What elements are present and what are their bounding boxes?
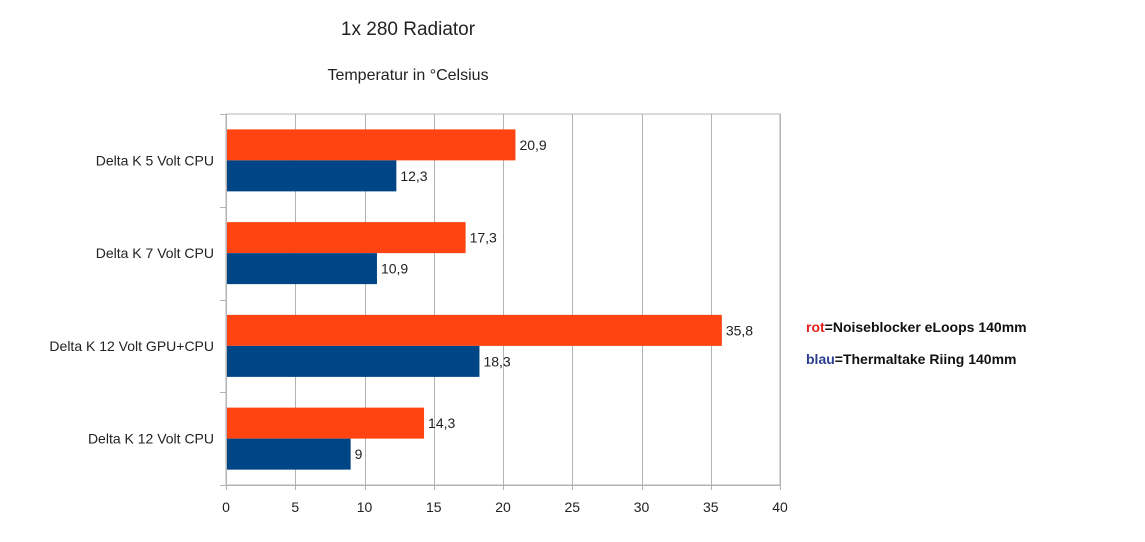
- bar: [226, 314, 722, 346]
- x-tick-label: 35: [703, 499, 719, 515]
- chart-title: 1x 280 Radiator: [341, 19, 476, 40]
- bars: 20,9 12,3 17,3 10,9 35,8 18,3 14,3 9: [226, 129, 753, 470]
- bar: [226, 253, 377, 285]
- bar: [226, 438, 351, 470]
- x-tick-label: 20: [495, 499, 511, 515]
- x-tick-label: 0: [222, 499, 230, 515]
- category-label: Delta K 12 Volt GPU+CPU: [49, 338, 214, 354]
- category-label: Delta K 7 Volt CPU: [96, 245, 214, 261]
- chart-subtitle: Temperatur in °Celsius: [327, 67, 488, 84]
- data-label: 10,9: [381, 261, 408, 277]
- legend-text-blue: =Thermaltake Riing 140mm: [834, 351, 1017, 367]
- x-tick-label: 10: [357, 499, 373, 515]
- data-label: 17,3: [470, 230, 497, 246]
- data-label: 9: [355, 446, 363, 462]
- bar: [226, 129, 516, 161]
- x-tick-label: 40: [772, 499, 788, 515]
- x-tick-label: 15: [426, 499, 442, 515]
- legend-item-red: rot=Noiseblocker eLoops 140mm: [806, 319, 1027, 335]
- legend-item-blue: blau=Thermaltake Riing 140mm: [806, 351, 1016, 367]
- bar: [226, 345, 480, 377]
- x-tick-label: 5: [291, 499, 299, 515]
- data-label: 18,3: [483, 353, 510, 369]
- category-label: Delta K 12 Volt CPU: [88, 431, 214, 447]
- legend-text-red: =Noiseblocker eLoops 140mm: [824, 319, 1027, 335]
- bar: [226, 407, 425, 439]
- data-label: 12,3: [400, 168, 427, 184]
- legend-key-blue: blau: [806, 351, 835, 367]
- data-label: 20,9: [519, 137, 546, 153]
- x-tick-label: 30: [634, 499, 650, 515]
- legend-key-red: rot: [806, 319, 825, 335]
- x-tick-label: 25: [564, 499, 580, 515]
- data-label: 14,3: [428, 415, 455, 431]
- data-label: 35,8: [726, 322, 753, 338]
- bar: [226, 222, 466, 254]
- axes: 0 5 10 15 20 25 30 35 40 Delta K 5 Volt CPU Delta …: [49, 114, 788, 515]
- bar: [226, 160, 397, 192]
- category-label: Delta K 5 Volt CPU: [96, 152, 214, 168]
